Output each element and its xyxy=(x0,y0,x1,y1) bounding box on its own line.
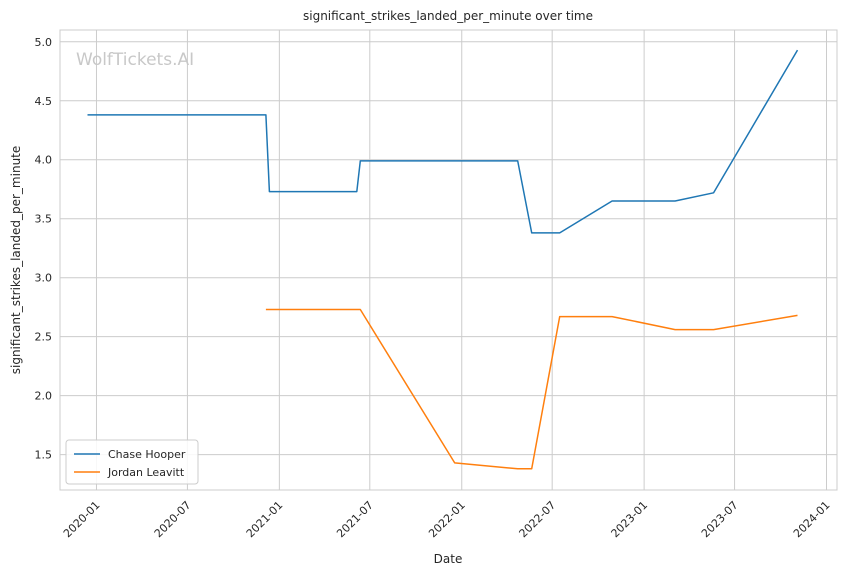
legend-label: Jordan Leavitt xyxy=(107,466,185,479)
x-axis-title: Date xyxy=(434,552,463,566)
y-gridlines xyxy=(60,41,837,456)
legend-label: Chase Hooper xyxy=(108,448,186,461)
y-tick-label: 2.5 xyxy=(35,331,53,344)
series-line-1 xyxy=(87,49,799,234)
x-tick-label: 2023-01 xyxy=(609,499,651,541)
x-tick-label: 2024-01 xyxy=(791,499,833,541)
x-tick-label: 2021-07 xyxy=(334,499,376,541)
series-line-2 xyxy=(265,308,798,470)
y-tick-label: 3.0 xyxy=(35,272,53,285)
y-tick-label: 4.5 xyxy=(35,95,53,108)
chart-title: significant_strikes_landed_per_minute ov… xyxy=(303,9,593,23)
x-axis: 2020-01 2020-07 2021-01 2021-07 2022-01 2022-… xyxy=(61,499,833,541)
y-tick-label: 1.5 xyxy=(35,449,53,462)
y-tick-label: 4.0 xyxy=(35,154,53,167)
x-tick-label: 2022-07 xyxy=(517,499,559,541)
series-layer xyxy=(87,49,799,470)
y-axis: 1.5 2.0 2.5 3.0 3.5 4.0 4.5 5.0 xyxy=(35,36,53,462)
x-tick-label: 2023-07 xyxy=(699,499,741,541)
plot-background xyxy=(60,30,837,490)
y-tick-label: 2.0 xyxy=(35,390,53,403)
legend-box xyxy=(65,439,199,485)
legend: Chase Hooper Jordan Leavitt xyxy=(65,439,199,485)
x-tick-label: 2022-01 xyxy=(426,499,468,541)
x-tick-label: 2021-01 xyxy=(244,499,286,541)
x-gridlines xyxy=(95,30,828,490)
watermark: WolfTickets.AI xyxy=(76,50,194,70)
y-tick-label: 5.0 xyxy=(35,36,53,49)
x-tick-label: 2020-07 xyxy=(152,499,194,541)
x-tick-label: 2020-01 xyxy=(61,499,103,541)
y-axis-title: significant_strikes_landed_per_minute xyxy=(9,146,23,375)
plot-frame xyxy=(59,29,838,491)
y-tick-label: 3.5 xyxy=(35,213,53,226)
